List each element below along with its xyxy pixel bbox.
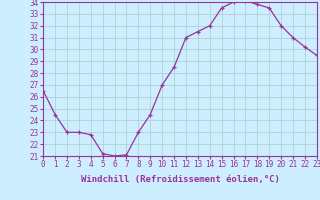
X-axis label: Windchill (Refroidissement éolien,°C): Windchill (Refroidissement éolien,°C) (81, 175, 279, 184)
